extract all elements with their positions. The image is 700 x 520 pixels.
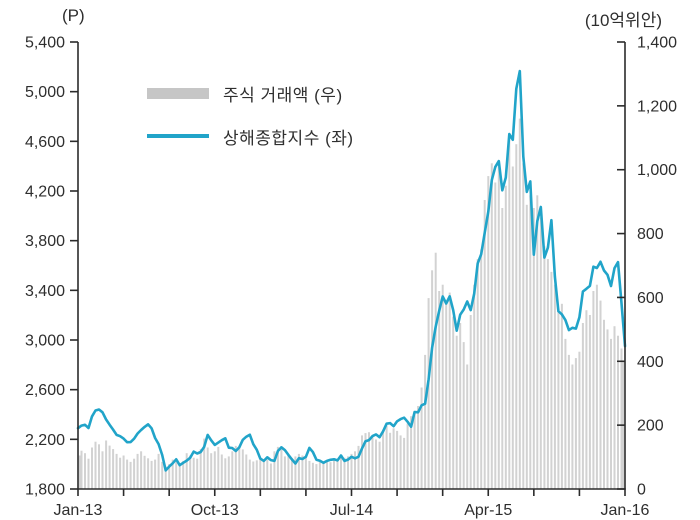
x-tick-label: Oct-13 bbox=[191, 502, 239, 519]
left-tick-label: 2,600 bbox=[25, 382, 65, 399]
right-tick-label: 1,400 bbox=[637, 35, 677, 52]
x-tick-label: Jul-14 bbox=[330, 502, 374, 519]
left-tick-label: 5,400 bbox=[25, 35, 65, 52]
legend-item-index: 상해종합지수 (좌) bbox=[147, 126, 354, 148]
left-tick-label: 3,000 bbox=[25, 333, 65, 350]
right-tick-label: 800 bbox=[637, 226, 664, 243]
right-tick-label: 1,200 bbox=[637, 98, 677, 115]
right-axis-unit: (10억위안) bbox=[584, 11, 662, 30]
index-line bbox=[76, 69, 627, 472]
right-tick-label: 1,000 bbox=[637, 162, 677, 179]
x-tick-label: Jan-13 bbox=[54, 502, 103, 519]
legend-label-trading-value: 주식 거래액 (우) bbox=[223, 85, 343, 105]
left-tick-label: 3,800 bbox=[25, 233, 65, 250]
right-tick-label: 0 bbox=[637, 482, 646, 499]
right-tick-label: 400 bbox=[637, 354, 664, 371]
left-tick-label: 5,000 bbox=[25, 84, 65, 101]
legend-label-index: 상해종합지수 (좌) bbox=[223, 128, 354, 148]
legend-item-trading-value: 주식 거래액 (우) bbox=[147, 83, 354, 105]
right-tick-label: 600 bbox=[637, 290, 664, 307]
left-tick-label: 4,600 bbox=[25, 134, 65, 151]
left-tick-label: 1,800 bbox=[25, 482, 65, 499]
left-tick-label: 2,200 bbox=[25, 432, 65, 449]
tick-labels: 5,400 5,000 4,600 4,200 3,800 3,400 3,000 2,600… bbox=[25, 35, 677, 520]
bar-swatch-icon bbox=[147, 87, 209, 99]
legend: 주식 거래액 (우) 상해종합지수 (좌) bbox=[147, 83, 354, 148]
line-swatch-icon bbox=[147, 134, 209, 138]
x-tick-label: Apr-15 bbox=[464, 502, 512, 519]
axes bbox=[70, 41, 626, 496]
left-axis-unit: (P) bbox=[62, 6, 85, 25]
left-tick-label: 4,200 bbox=[25, 184, 65, 201]
left-tick-label: 3,400 bbox=[25, 283, 65, 300]
right-tick-label: 200 bbox=[637, 418, 664, 435]
bars-series bbox=[78, 118, 625, 490]
x-tick-label: Jan-16 bbox=[601, 502, 650, 519]
